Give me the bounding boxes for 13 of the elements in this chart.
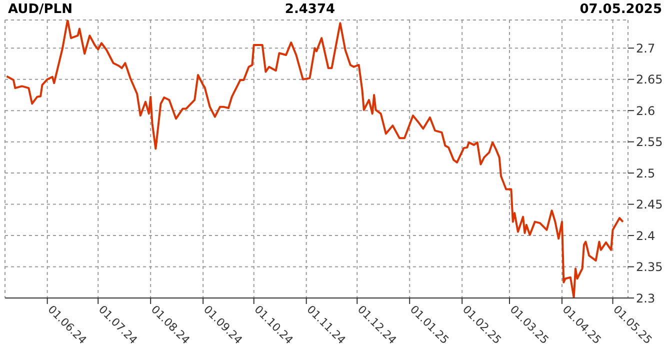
- chart-title: AUD/PLN: [8, 2, 72, 17]
- y-tick-label: 2.35: [636, 260, 663, 274]
- y-tick-label: 2.55: [636, 135, 663, 150]
- y-tick-label: 2.7: [636, 41, 656, 56]
- y-tick-label: 2.3: [636, 291, 656, 306]
- line-series: [6, 20, 624, 298]
- chart-subtitle: 2.4374: [284, 2, 336, 17]
- y-tick-label: 2.45: [636, 198, 663, 212]
- y-tick-label: 2.4: [636, 228, 656, 243]
- y-tick-label: 2.65: [636, 72, 663, 87]
- y-tick-label: 2.5: [636, 166, 656, 180]
- text: 07.05.2025: [580, 2, 662, 17]
- y-tick-label: 2.6: [636, 104, 656, 118]
